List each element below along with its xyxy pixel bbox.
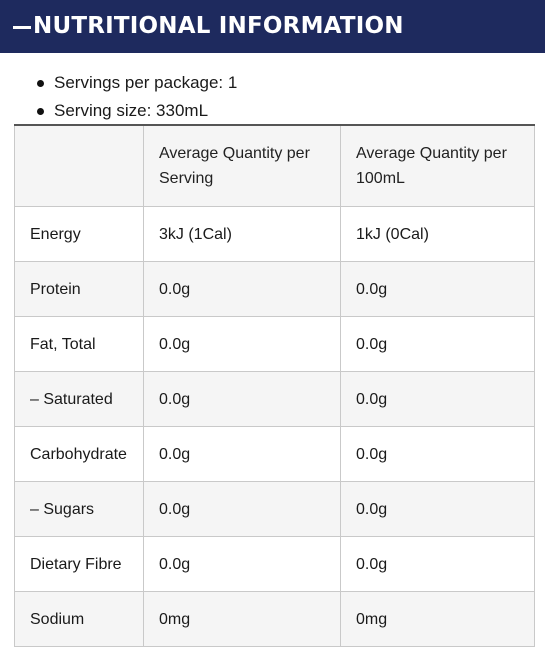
per-serving-value: 0.0g	[143, 261, 341, 317]
table-row: Dietary Fibre 0.0g 0.0g	[14, 536, 535, 592]
nutrient-name: Dietary Fibre	[14, 536, 144, 592]
section-header[interactable]: NUTRITIONAL INFORMATION	[0, 0, 545, 53]
per-100ml-value: 1kJ (0Cal)	[340, 206, 535, 262]
per-100ml-value: 0.0g	[340, 481, 535, 537]
per-serving-value: 0.0g	[143, 536, 341, 592]
table-row: – Sugars 0.0g 0.0g	[14, 481, 535, 537]
per-100ml-value: 0.0g	[340, 426, 535, 482]
nutrient-name: Fat, Total	[14, 316, 144, 372]
minus-icon[interactable]	[13, 25, 31, 29]
list-item: Servings per package: 1	[37, 71, 238, 99]
nutrient-name: Protein	[14, 261, 144, 317]
column-header-nutrient	[14, 124, 144, 207]
bullet-icon	[37, 80, 44, 87]
per-serving-value: 0.0g	[143, 426, 341, 482]
table-row: Protein 0.0g 0.0g	[14, 261, 535, 317]
list-item: Serving size: 330mL	[37, 99, 237, 127]
column-header-per-serving: Average Quantity per Serving	[143, 124, 341, 207]
table-row: Fat, Total 0.0g 0.0g	[14, 316, 535, 372]
bullet-icon	[37, 108, 44, 115]
per-100ml-value: 0.0g	[340, 371, 535, 427]
per-serving-value: 0.0g	[143, 371, 341, 427]
table-row: Energy 3kJ (1Cal) 1kJ (0Cal)	[14, 206, 535, 262]
nutrient-name: Sodium	[14, 591, 144, 647]
column-header-per-100ml: Average Quantity per 100mL	[340, 124, 535, 207]
per-100ml-value: 0.0g	[340, 261, 535, 317]
nutrition-table: Average Quantity per Serving Average Qua…	[14, 124, 535, 647]
nutrient-name: Energy	[14, 206, 144, 262]
per-100ml-value: 0.0g	[340, 536, 535, 592]
serving-summary-list: Servings per package: 1 Serving size: 33…	[0, 71, 237, 127]
per-serving-value: 0mg	[143, 591, 341, 647]
nutrition-table-container: Average Quantity per Serving Average Qua…	[14, 124, 535, 647]
table-header-row: Average Quantity per Serving Average Qua…	[14, 124, 535, 207]
serving-size: Serving size: 330mL	[54, 101, 209, 120]
table-row: – Saturated 0.0g 0.0g	[14, 371, 535, 427]
nutrient-name: – Saturated	[14, 371, 144, 427]
per-100ml-value: 0.0g	[340, 316, 535, 372]
per-serving-value: 0.0g	[143, 316, 341, 372]
per-100ml-value: 0mg	[340, 591, 535, 647]
nutrient-name: Carbohydrate	[14, 426, 144, 482]
servings-per-package: Servings per package: 1	[54, 73, 238, 92]
section-title: NUTRITIONAL INFORMATION	[33, 13, 404, 39]
nutrient-name: – Sugars	[14, 481, 144, 537]
table-row: Sodium 0mg 0mg	[14, 591, 535, 647]
per-serving-value: 0.0g	[143, 481, 341, 537]
per-serving-value: 3kJ (1Cal)	[143, 206, 341, 262]
table-row: Carbohydrate 0.0g 0.0g	[14, 426, 535, 482]
